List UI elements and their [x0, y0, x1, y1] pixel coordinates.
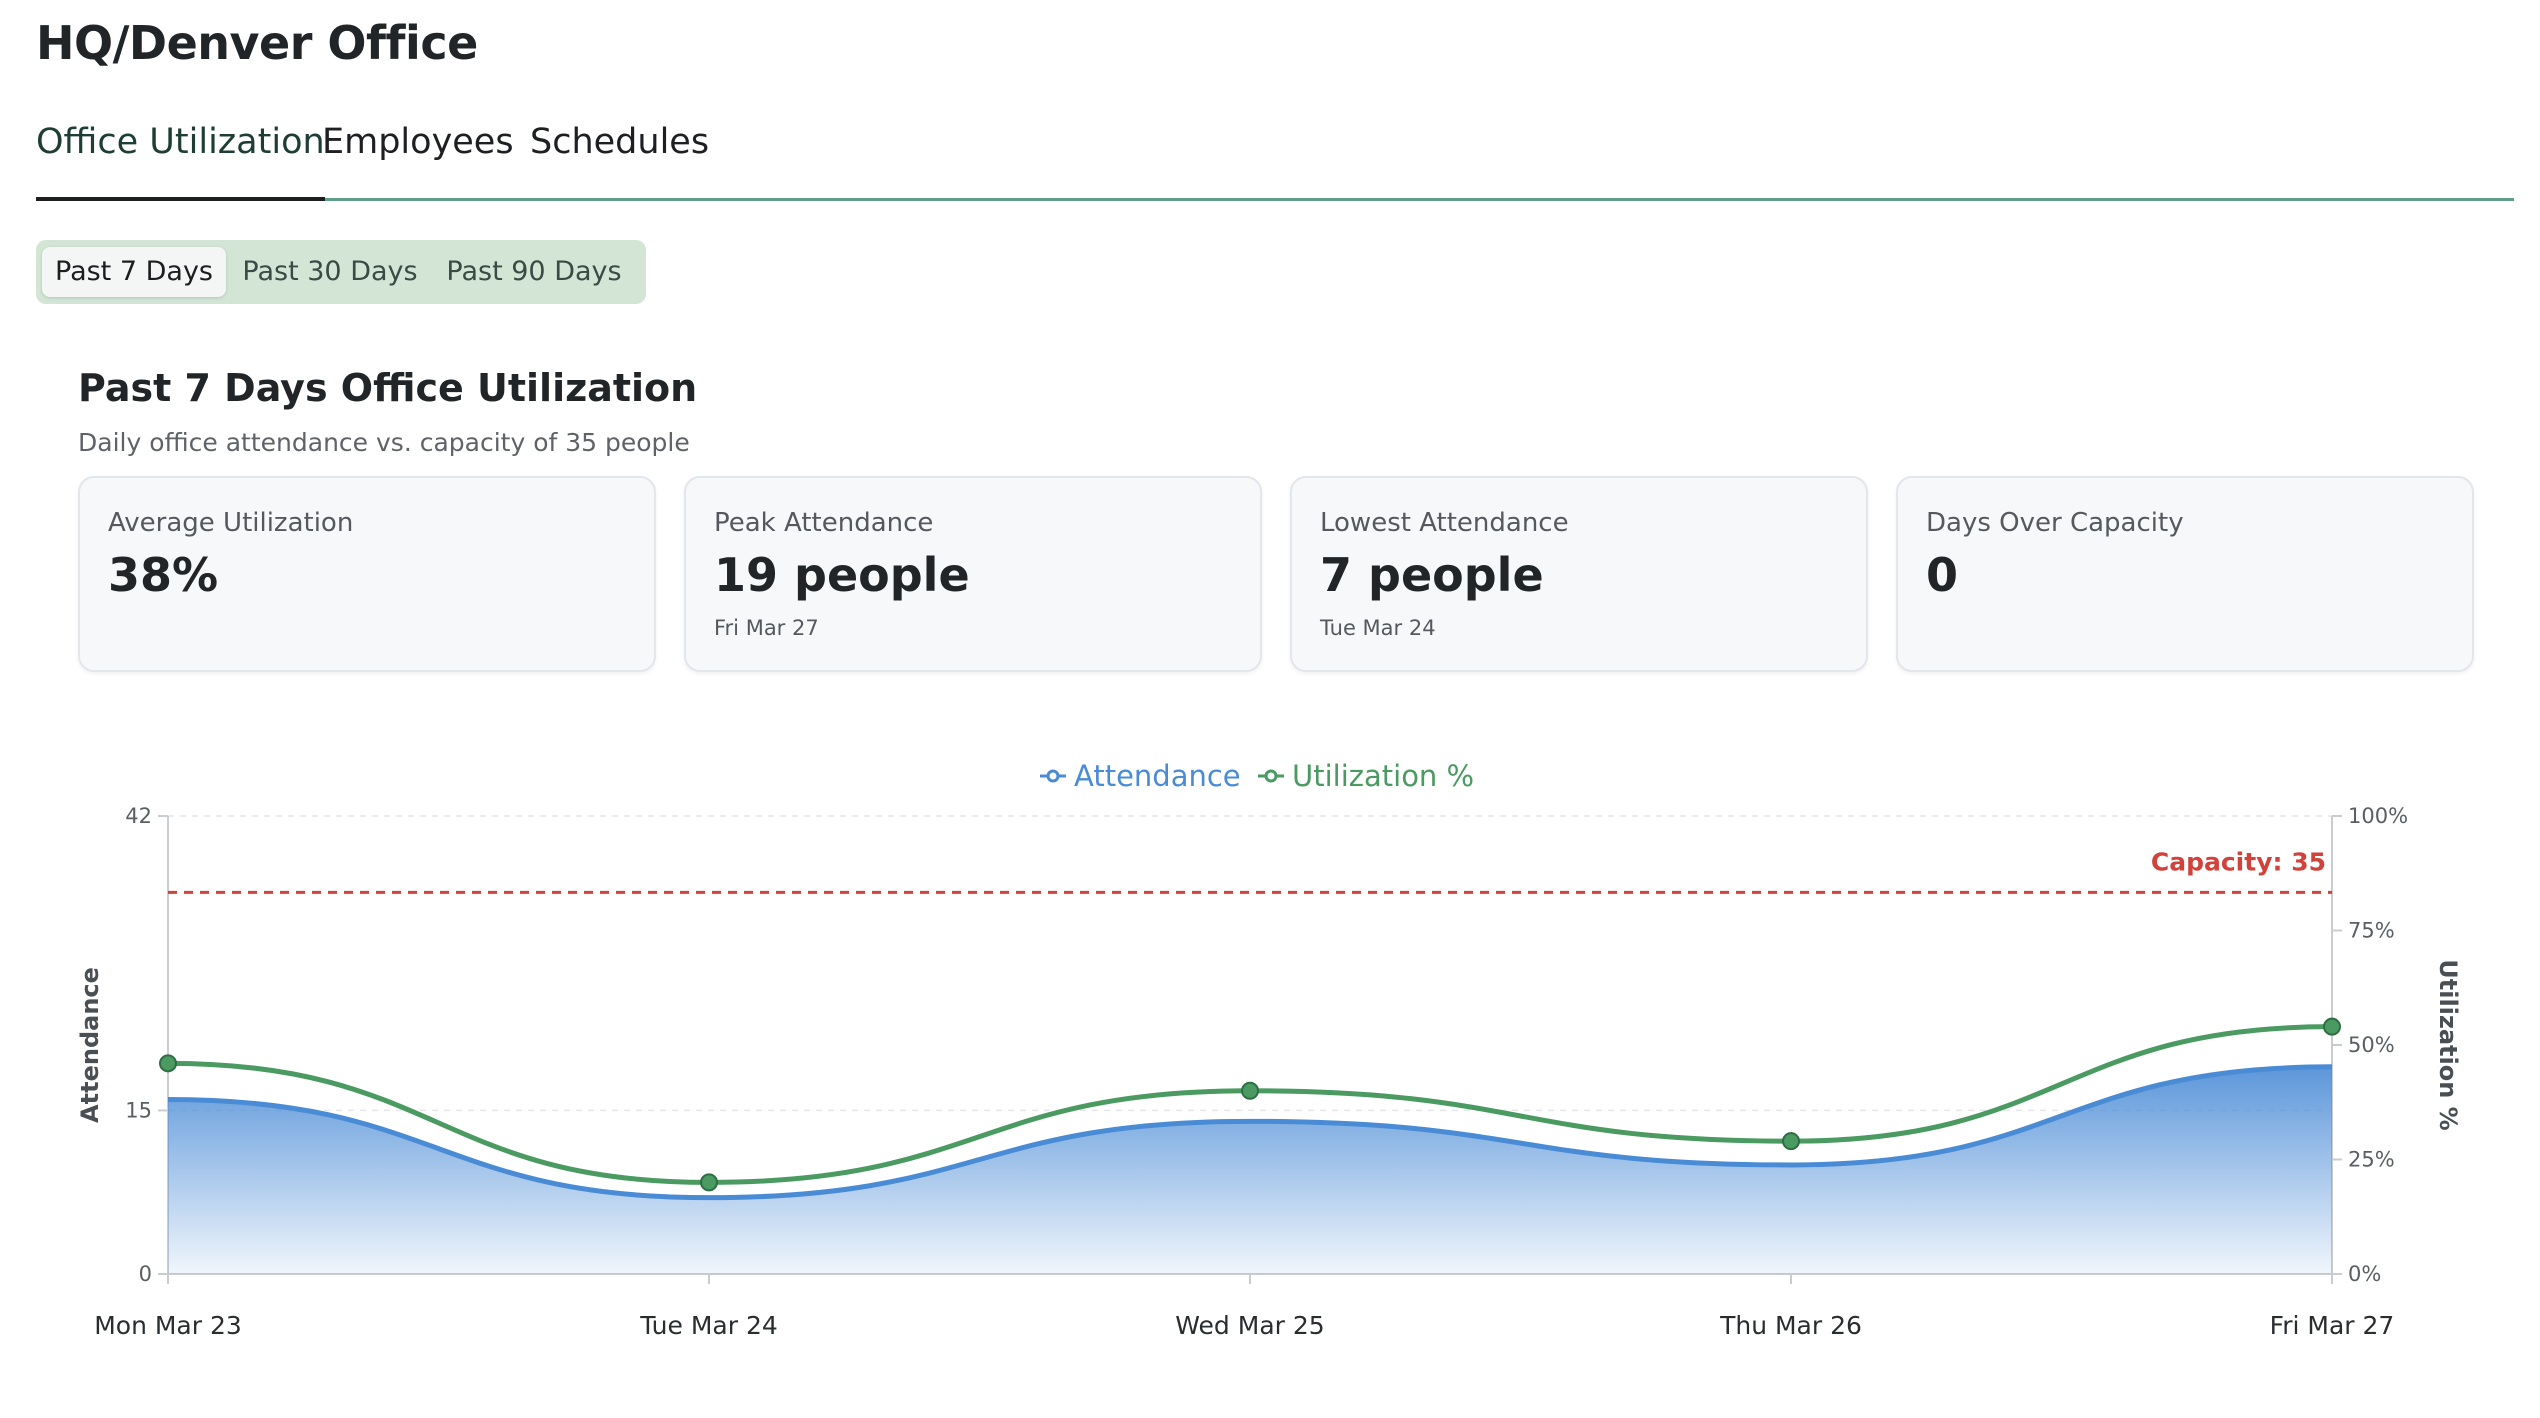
utilization-chart: 0 15 42 0% 25% 50% 75% 100% Mon Mar 23 Tue Mar 24…	[0, 740, 2540, 1380]
y-right-tick-label: 50%	[2348, 1033, 2395, 1057]
stat-card-lowest-attendance: Lowest Attendance 7 people Tue Mar 24	[1290, 476, 1868, 672]
y-left-tick-label: 0	[139, 1262, 152, 1286]
x-tick-label: Wed Mar 25	[1175, 1311, 1324, 1340]
range-past-90-days-button[interactable]: Past 90 Days	[446, 256, 622, 287]
stat-value: 7 people	[1320, 548, 1544, 602]
attendance-area	[168, 1066, 2332, 1274]
stat-value: 19 people	[714, 548, 970, 602]
y-right-tick-label: 25%	[2348, 1148, 2395, 1172]
legend-utilization[interactable]: Utilization %	[1292, 759, 1474, 793]
page-title: HQ/Denver Office	[36, 16, 478, 70]
stat-label: Peak Attendance	[714, 508, 934, 538]
x-tick-label: Thu Mar 26	[1719, 1311, 1862, 1340]
utilization-point[interactable]	[2323, 1017, 2341, 1036]
stat-value: 38%	[108, 548, 219, 602]
y-right-tick-label: 100%	[2348, 804, 2408, 828]
y-right-tick-label: 75%	[2348, 919, 2395, 943]
x-tick-label: Fri Mar 27	[2270, 1311, 2395, 1340]
stat-label: Average Utilization	[108, 508, 354, 538]
utilization-point[interactable]	[159, 1054, 177, 1073]
stat-note: Tue Mar 24	[1320, 616, 1436, 640]
stat-card-days-over-capacity: Days Over Capacity 0	[1896, 476, 2474, 672]
x-tick-label: Mon Mar 23	[94, 1311, 242, 1340]
stat-label: Lowest Attendance	[1320, 508, 1569, 538]
chart-svg: 0 15 42 0% 25% 50% 75% 100% Mon Mar 23 Tue Mar 24…	[76, 759, 2462, 1340]
tab-bar: Office Utilization Employees Schedules	[36, 116, 2514, 201]
section-subtitle: Daily office attendance vs. capacity of …	[78, 428, 690, 457]
utilization-point[interactable]	[1782, 1132, 1800, 1151]
utilization-point[interactable]	[700, 1173, 718, 1192]
x-tick-label: Tue Mar 24	[639, 1311, 778, 1340]
legend-attendance[interactable]: Attendance	[1074, 759, 1241, 793]
stat-card-average-utilization: Average Utilization 38%	[78, 476, 656, 672]
stat-note: Fri Mar 27	[714, 616, 819, 640]
y-left-tick-label: 15	[125, 1098, 152, 1122]
stat-label: Days Over Capacity	[1926, 508, 2184, 538]
tab-employees[interactable]: Employees	[322, 122, 514, 162]
y-right-axis-title: Utilization %	[2434, 959, 2462, 1130]
date-range-selector: Past 7 Days Past 30 Days Past 90 Days	[36, 240, 646, 304]
section-title: Past 7 Days Office Utilization	[78, 366, 698, 410]
capacity-label: Capacity: 35	[2151, 847, 2326, 876]
tab-schedules[interactable]: Schedules	[530, 122, 710, 162]
legend-utilization-dot	[1264, 769, 1278, 783]
y-left-tick-label: 42	[125, 804, 152, 828]
utilization-point[interactable]	[1241, 1081, 1259, 1100]
y-right-tick-label: 0%	[2348, 1262, 2381, 1286]
legend-attendance-dot	[1046, 769, 1060, 783]
range-past-7-days-button[interactable]: Past 7 Days	[42, 247, 226, 297]
tab-office-utilization[interactable]: Office Utilization	[36, 116, 325, 201]
range-past-30-days-button[interactable]: Past 30 Days	[242, 256, 418, 287]
stat-value: 0	[1926, 548, 1959, 602]
stat-card-peak-attendance: Peak Attendance 19 people Fri Mar 27	[684, 476, 1262, 672]
y-left-axis-title: Attendance	[76, 967, 104, 1123]
attendance-line	[167, 1064, 2333, 1201]
